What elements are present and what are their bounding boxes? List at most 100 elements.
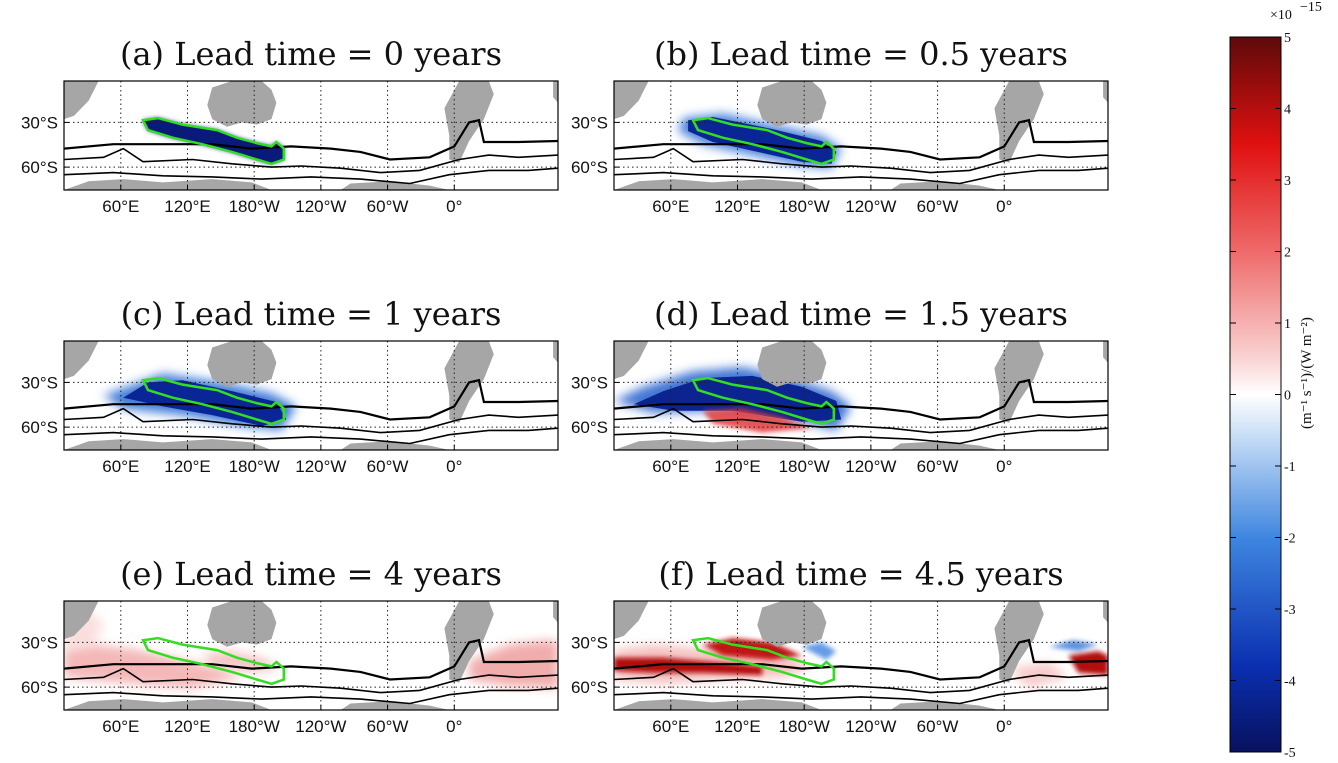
- x-tick-label: 0°: [446, 457, 462, 476]
- x-tick-label: 60°W: [367, 197, 409, 216]
- x-tick-label: 120°W: [845, 457, 896, 476]
- panel-b: 60°E 120°E 180°W 120°W 60°W 0° 30°S 60°S (b) Lea…: [571, 35, 1109, 216]
- x-tick-label: 120°E: [714, 457, 761, 476]
- source-region-outline: [691, 636, 836, 686]
- x-tick-label: 0°: [996, 197, 1012, 216]
- panel-d: 60°E 120°E 180°W 120°W 60°W 0° 30°S 60°S (d) Lea…: [571, 295, 1109, 476]
- source-region-outline: [691, 116, 836, 166]
- y-tick-label: 30°S: [571, 373, 608, 392]
- map-frame: [63, 340, 559, 451]
- colorbar-scale: [1229, 36, 1282, 753]
- y-tick-label: 30°S: [21, 373, 58, 392]
- x-tick-label: 120°E: [714, 197, 761, 216]
- panel-f: 60°E 120°E 180°W 120°W 60°W 0° 30°S 60°S (f) Lea…: [571, 555, 1109, 736]
- x-tick-label: 120°W: [295, 717, 346, 736]
- x-tick-label: 120°W: [295, 197, 346, 216]
- x-tick-label: 120°E: [164, 457, 211, 476]
- colorbar-label: (m⁻¹ s⁻¹)/(W m⁻²): [1299, 317, 1315, 429]
- x-tick-label: 0°: [996, 457, 1012, 476]
- colorbar-tick-label: 0: [1284, 389, 1291, 404]
- colorbar-exponent: ×10: [1270, 8, 1292, 23]
- x-tick-label: 120°E: [164, 197, 211, 216]
- x-tick-label: 60°W: [917, 717, 959, 736]
- panel-e: 60°E 120°E 180°W 120°W 60°W 0° 30°S 60°S (e) Lea…: [21, 555, 559, 736]
- x-tick-label: 180°W: [229, 197, 280, 216]
- y-tick-label: 60°S: [21, 158, 58, 177]
- colorbar-tick-label: -1: [1284, 460, 1296, 475]
- y-tick-label: 60°S: [571, 158, 608, 177]
- panel-title: (c) Lead time = 1 years: [121, 295, 502, 333]
- x-tick-label: 120°W: [845, 197, 896, 216]
- acc-front-contours: [614, 638, 1108, 705]
- panel-title: (e) Lead time = 4 years: [120, 555, 502, 593]
- x-tick-label: 180°W: [779, 457, 830, 476]
- colorbar-tick-label: 4: [1284, 103, 1291, 118]
- acc-front-contours: [64, 118, 558, 185]
- map-frame: [613, 340, 1109, 451]
- x-tick-label: 0°: [996, 717, 1012, 736]
- y-tick-label: 30°S: [21, 633, 58, 652]
- colorbar-exponent-power: −15: [1300, 0, 1322, 15]
- x-tick-label: 60°E: [102, 197, 139, 216]
- colorbar-tick-label: -2: [1284, 532, 1296, 547]
- graticule: [614, 601, 1108, 710]
- y-tick-label: 30°S: [571, 633, 608, 652]
- acc-front-contours: [64, 378, 558, 445]
- panel-c: 60°E 120°E 180°W 120°W 60°W 0° 30°S 60°S (c) Lea…: [21, 295, 559, 476]
- colorbar-tick-label: -3: [1284, 603, 1296, 618]
- colorbar-tick-label: 1: [1284, 317, 1291, 332]
- colorbar-tick-label: 3: [1284, 174, 1291, 189]
- x-tick-label: 180°W: [229, 717, 280, 736]
- panel-a: 60°E 120°E 180°W 120°W 60°W 0° 30°S 60°S (a) Lea…: [21, 35, 559, 216]
- x-tick-label: 60°W: [367, 717, 409, 736]
- x-tick-label: 120°E: [714, 717, 761, 736]
- y-tick-label: 60°S: [571, 418, 608, 437]
- x-tick-label: 180°W: [779, 717, 830, 736]
- anomaly-field: [678, 113, 842, 169]
- panel-title: (f) Lead time = 4.5 years: [658, 555, 1063, 593]
- x-tick-label: 0°: [446, 717, 462, 736]
- graticule: [64, 601, 558, 710]
- source-region-outline: [691, 376, 836, 426]
- graticule: [64, 341, 558, 450]
- map-frame: [613, 80, 1109, 191]
- colorbar-tick-label: 5: [1284, 31, 1291, 46]
- x-tick-label: 60°E: [652, 717, 689, 736]
- acc-front-contours: [614, 378, 1108, 445]
- y-tick-label: 60°S: [571, 678, 608, 697]
- land-mask: [64, 601, 558, 710]
- x-tick-label: 120°W: [845, 717, 896, 736]
- anomaly-field: [143, 118, 284, 164]
- map-frame: [613, 600, 1109, 711]
- x-tick-label: 120°E: [164, 717, 211, 736]
- colorbar-tick-label: -4: [1284, 675, 1296, 690]
- source-region-outline: [141, 376, 286, 426]
- land-mask: [64, 81, 558, 190]
- x-tick-label: 60°E: [652, 457, 689, 476]
- panel-title: (d) Lead time = 1.5 years: [654, 295, 1068, 333]
- x-tick-label: 60°W: [917, 197, 959, 216]
- map-frame: [63, 80, 559, 191]
- y-tick-label: 30°S: [571, 113, 608, 132]
- x-tick-label: 0°: [446, 197, 462, 216]
- panel-title: (b) Lead time = 0.5 years: [654, 35, 1068, 73]
- x-tick-label: 60°W: [917, 457, 959, 476]
- colorbar: 5 4 3 2 1 0 -1 -2 -3 -4 -5 ×10 −15 (m⁻¹ s⁻¹)/(W m⁻²): [1229, 0, 1322, 761]
- map-frame: [63, 600, 559, 711]
- x-tick-label: 60°W: [367, 457, 409, 476]
- x-tick-label: 60°E: [102, 457, 139, 476]
- acc-front-contours: [614, 118, 1108, 185]
- x-tick-label: 60°E: [652, 197, 689, 216]
- y-tick-label: 60°S: [21, 678, 58, 697]
- colorbar-tick-label: -5: [1284, 746, 1296, 761]
- panel-title: (a) Lead time = 0 years: [120, 35, 502, 73]
- x-tick-label: 180°W: [229, 457, 280, 476]
- colorbar-tick-label: 2: [1284, 246, 1291, 261]
- graticule: [614, 81, 1108, 190]
- source-region-outline: [141, 636, 286, 686]
- source-region-outline: [141, 116, 286, 166]
- acc-front-contours: [64, 638, 558, 705]
- y-tick-label: 60°S: [21, 418, 58, 437]
- x-tick-label: 180°W: [779, 197, 830, 216]
